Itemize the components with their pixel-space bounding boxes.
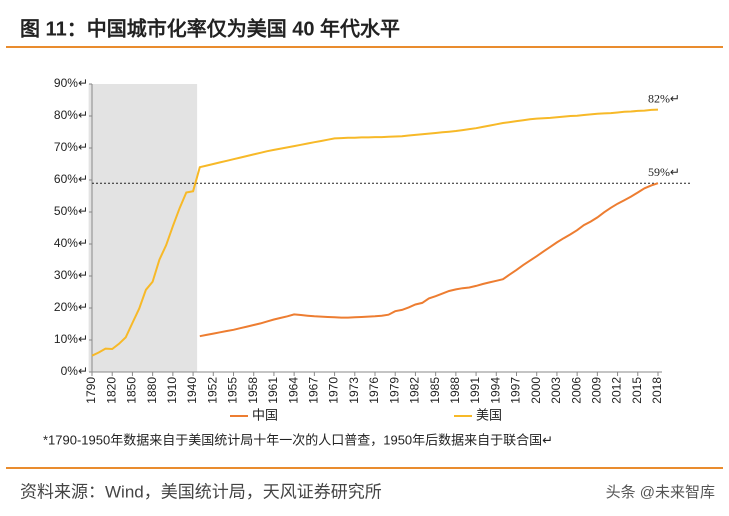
x-tick-label: 1970	[327, 377, 341, 404]
x-tick-label: 1790	[84, 377, 98, 404]
y-tick-label: 0%↵	[61, 364, 88, 378]
x-tick-label: 2018	[650, 377, 664, 404]
x-tick-label: 2000	[529, 377, 543, 404]
x-tick-label: 2015	[630, 377, 644, 404]
series-line	[199, 182, 659, 338]
y-tick-label: 70%↵	[54, 140, 88, 154]
y-tick-label: 90%↵	[54, 76, 88, 90]
annotation: 82%↵	[648, 91, 680, 105]
x-tick-label: 1988	[448, 377, 462, 404]
annotation: 59%↵	[648, 165, 680, 179]
x-tick-label: 1880	[145, 377, 159, 404]
x-tick-label: 1820	[104, 377, 118, 404]
y-tick-label: 50%↵	[54, 204, 88, 218]
x-tick-label: 1961	[266, 377, 280, 404]
x-tick-label: 1976	[367, 377, 381, 404]
x-tick-label: 1964	[286, 377, 300, 404]
x-tick-label: 1979	[387, 377, 401, 404]
x-tick-label: 1940	[185, 377, 199, 404]
shaded-period	[88, 84, 198, 372]
x-tick-label: 1955	[226, 377, 240, 404]
x-tick-label: 2012	[610, 377, 624, 404]
series-line	[91, 108, 659, 357]
y-tick-label: 10%↵	[54, 332, 88, 346]
y-tick-label: 40%↵	[54, 236, 88, 250]
x-tick-label: 2009	[590, 377, 604, 404]
legend-label: 美国	[476, 407, 502, 422]
source: 资料来源：Wind，美国统计局，天风证券研究所	[20, 482, 382, 501]
x-tick-label: 1997	[509, 377, 523, 404]
y-tick-label: 60%↵	[54, 172, 88, 186]
x-tick-label: 1958	[246, 377, 260, 404]
x-tick-label: 2006	[569, 377, 583, 404]
x-tick-label: 1850	[125, 377, 139, 404]
chart-title: 图 11：中国城市化率仅为美国 40 年代水平	[20, 16, 400, 40]
y-tick-label: 80%↵	[54, 108, 88, 122]
watermark: 头条 @未来智库	[606, 483, 715, 501]
x-tick-label: 1991	[468, 377, 482, 404]
x-tick-label: 1967	[307, 377, 321, 404]
x-tick-label: 1973	[347, 377, 361, 404]
x-tick-label: 1952	[205, 377, 219, 404]
legend-label: 中国	[252, 407, 278, 422]
x-tick-label: 1985	[428, 377, 442, 404]
x-tick-label: 1982	[408, 377, 422, 404]
x-tick-label: 1910	[165, 377, 179, 404]
y-tick-label: 30%↵	[54, 268, 88, 282]
note: *1790-1950年数据来自于美国统计局十年一次的人口普查，1950年后数据来…	[43, 432, 553, 447]
x-tick-label: 1994	[488, 377, 502, 404]
x-tick-label: 2003	[549, 377, 563, 404]
y-tick-label: 20%↵	[54, 300, 88, 314]
